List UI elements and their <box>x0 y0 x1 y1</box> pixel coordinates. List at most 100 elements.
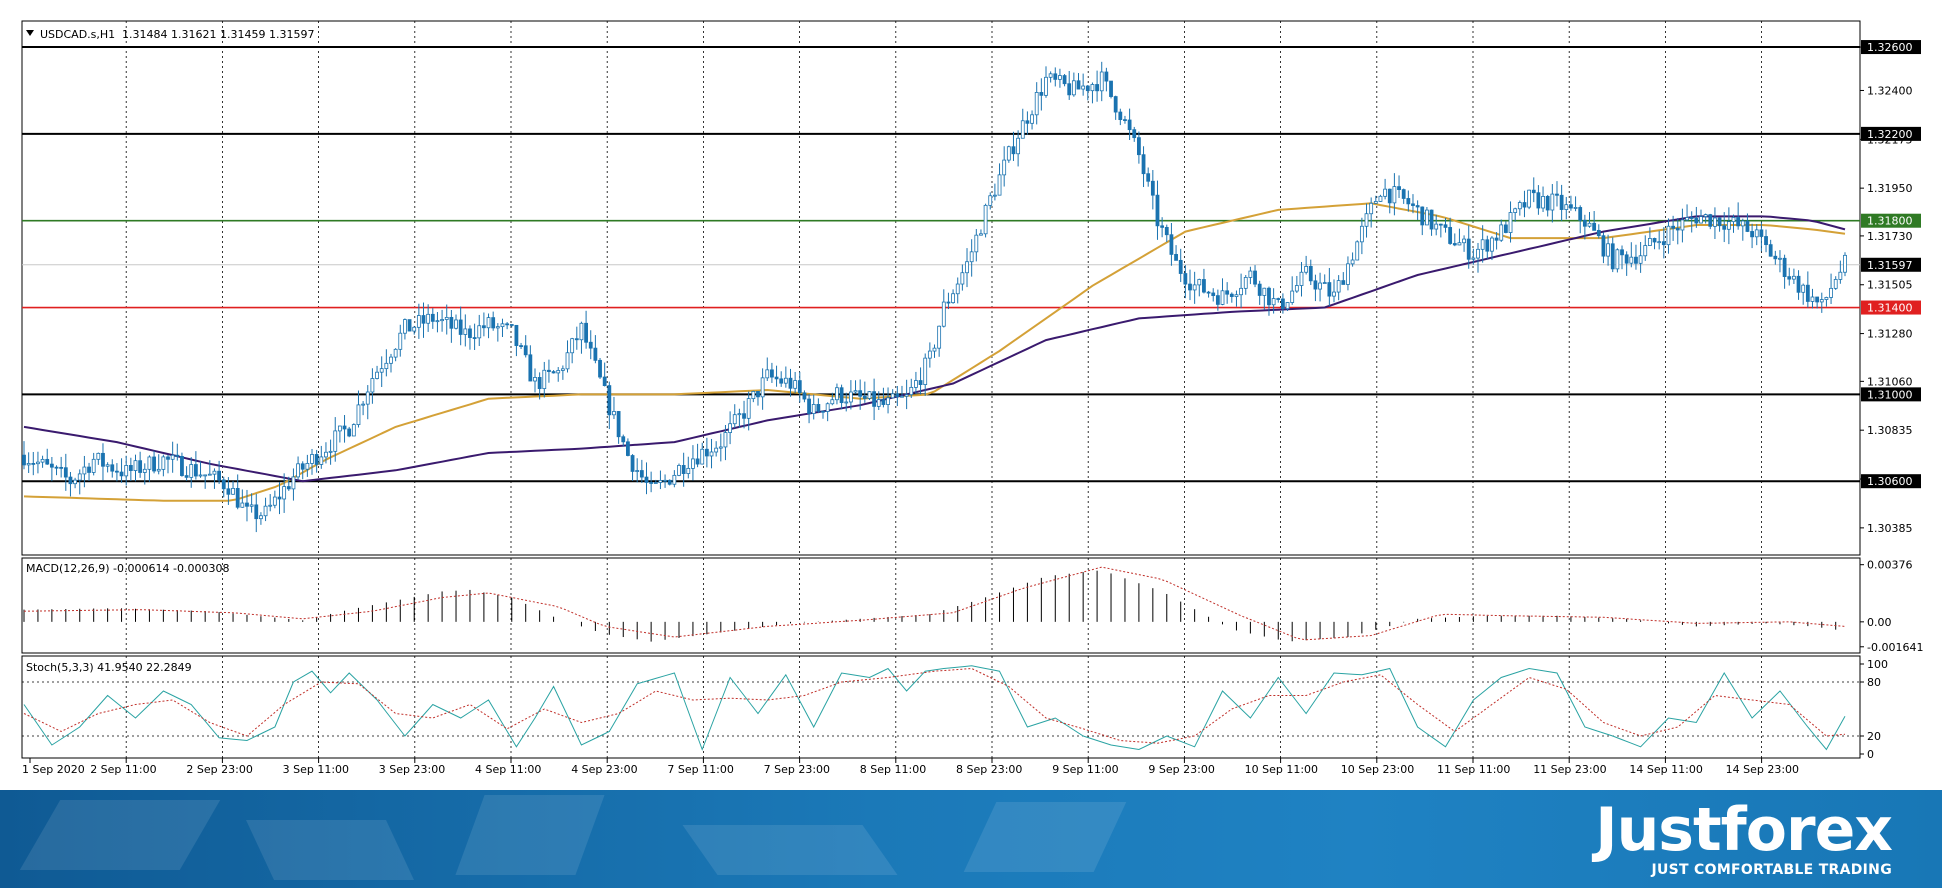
candle-body <box>1090 84 1095 92</box>
candle-body <box>932 347 937 352</box>
candle-body <box>691 458 695 469</box>
candle-body <box>1476 248 1480 259</box>
y-tick-label: 1.30835 <box>1867 424 1913 437</box>
candle-body <box>477 325 482 339</box>
collapse-arrow-icon[interactable] <box>26 30 34 36</box>
candle-body <box>351 424 356 437</box>
candle-body <box>547 369 551 372</box>
candle-body <box>444 316 449 320</box>
stoch-panel-frame <box>21 655 1861 759</box>
candle-body <box>621 436 626 443</box>
candle-body <box>1239 287 1243 296</box>
candle-body <box>914 380 918 388</box>
candle-body <box>412 326 417 332</box>
candle-body <box>1318 282 1322 290</box>
candle-body <box>1629 256 1634 264</box>
candle-body <box>1782 257 1787 278</box>
candle-body <box>1225 290 1230 295</box>
candle-body <box>737 413 742 416</box>
candle-body <box>1081 85 1086 90</box>
candle-body <box>426 313 431 324</box>
candle-body <box>732 414 737 425</box>
candle-body <box>407 319 412 332</box>
candle-body <box>649 482 654 484</box>
candle-body <box>1099 71 1104 92</box>
candle-body <box>616 411 621 438</box>
candle-body <box>1736 217 1741 227</box>
candle-body <box>1164 226 1169 236</box>
candle-body <box>1113 96 1118 113</box>
candle-body <box>1304 266 1309 273</box>
candle-body <box>491 317 496 329</box>
level-price-label: 1.30600 <box>1867 475 1913 488</box>
candle-body <box>1336 280 1341 293</box>
candle-body <box>1657 241 1662 244</box>
candle-body <box>858 390 863 397</box>
candle-body <box>672 474 677 485</box>
brand-name: Justforex <box>1595 795 1893 865</box>
candle-body <box>324 451 328 458</box>
candle-body <box>1294 285 1299 292</box>
y-tick-label: 1.31730 <box>1867 230 1913 243</box>
candle-body <box>87 466 91 473</box>
x-tick-label: 7 Sep 23:00 <box>764 763 830 776</box>
candle-body <box>1726 221 1731 230</box>
candle-body <box>1448 227 1453 244</box>
candle-body <box>156 468 161 472</box>
candle-body <box>1810 296 1815 302</box>
candle-body <box>756 391 760 398</box>
candle-body <box>1601 235 1606 257</box>
candle-body <box>1471 257 1476 260</box>
candle-body <box>927 350 932 359</box>
candle-body <box>584 322 588 343</box>
candle-body <box>1058 75 1062 80</box>
y-tick-label: 1.31280 <box>1867 328 1913 341</box>
candle-body <box>77 473 82 481</box>
candle-body <box>337 425 342 432</box>
candle-body <box>1341 280 1346 285</box>
candle-body <box>1545 196 1550 211</box>
candle-body <box>955 283 960 295</box>
candle-body <box>1006 146 1011 161</box>
candle-body <box>1573 207 1578 209</box>
candle-body <box>1508 212 1513 233</box>
candle-body <box>138 460 143 473</box>
candle-body <box>1843 254 1847 273</box>
candle-body <box>1754 229 1759 238</box>
candle-body <box>1136 137 1141 156</box>
candle-body <box>263 505 268 517</box>
candle-body <box>291 476 296 490</box>
candle-body <box>895 393 900 398</box>
candle-body <box>147 456 152 470</box>
candle-body <box>951 293 955 304</box>
candle-body <box>1689 217 1694 219</box>
candle-body <box>695 458 700 465</box>
candle-body <box>974 234 979 253</box>
candle-body <box>495 326 500 329</box>
candle-body <box>1582 219 1587 227</box>
candle-body <box>770 369 774 378</box>
candle-body <box>1313 280 1318 290</box>
candle-body <box>91 458 96 473</box>
candle-body <box>1290 290 1295 303</box>
candle-body <box>1048 73 1053 78</box>
candle-body <box>1778 257 1782 260</box>
candle-body <box>700 448 705 465</box>
candle-body <box>189 464 194 478</box>
candle-body <box>31 463 36 465</box>
candle-body <box>1615 249 1620 270</box>
candle-body <box>760 377 765 398</box>
candle-body <box>825 403 830 412</box>
candle-body <box>598 359 602 378</box>
candle-body <box>1220 290 1225 305</box>
x-tick-label: 8 Sep 23:00 <box>956 763 1022 776</box>
candle-body <box>1188 283 1192 291</box>
candle-body <box>909 386 914 396</box>
candle-body <box>1132 129 1137 139</box>
candle-body <box>1592 222 1597 231</box>
candle-body <box>844 401 849 404</box>
candle-body <box>574 338 579 341</box>
candle-body <box>1420 206 1425 226</box>
candle-body <box>1541 196 1545 209</box>
stoch-y-tick-label: 80 <box>1867 676 1881 689</box>
